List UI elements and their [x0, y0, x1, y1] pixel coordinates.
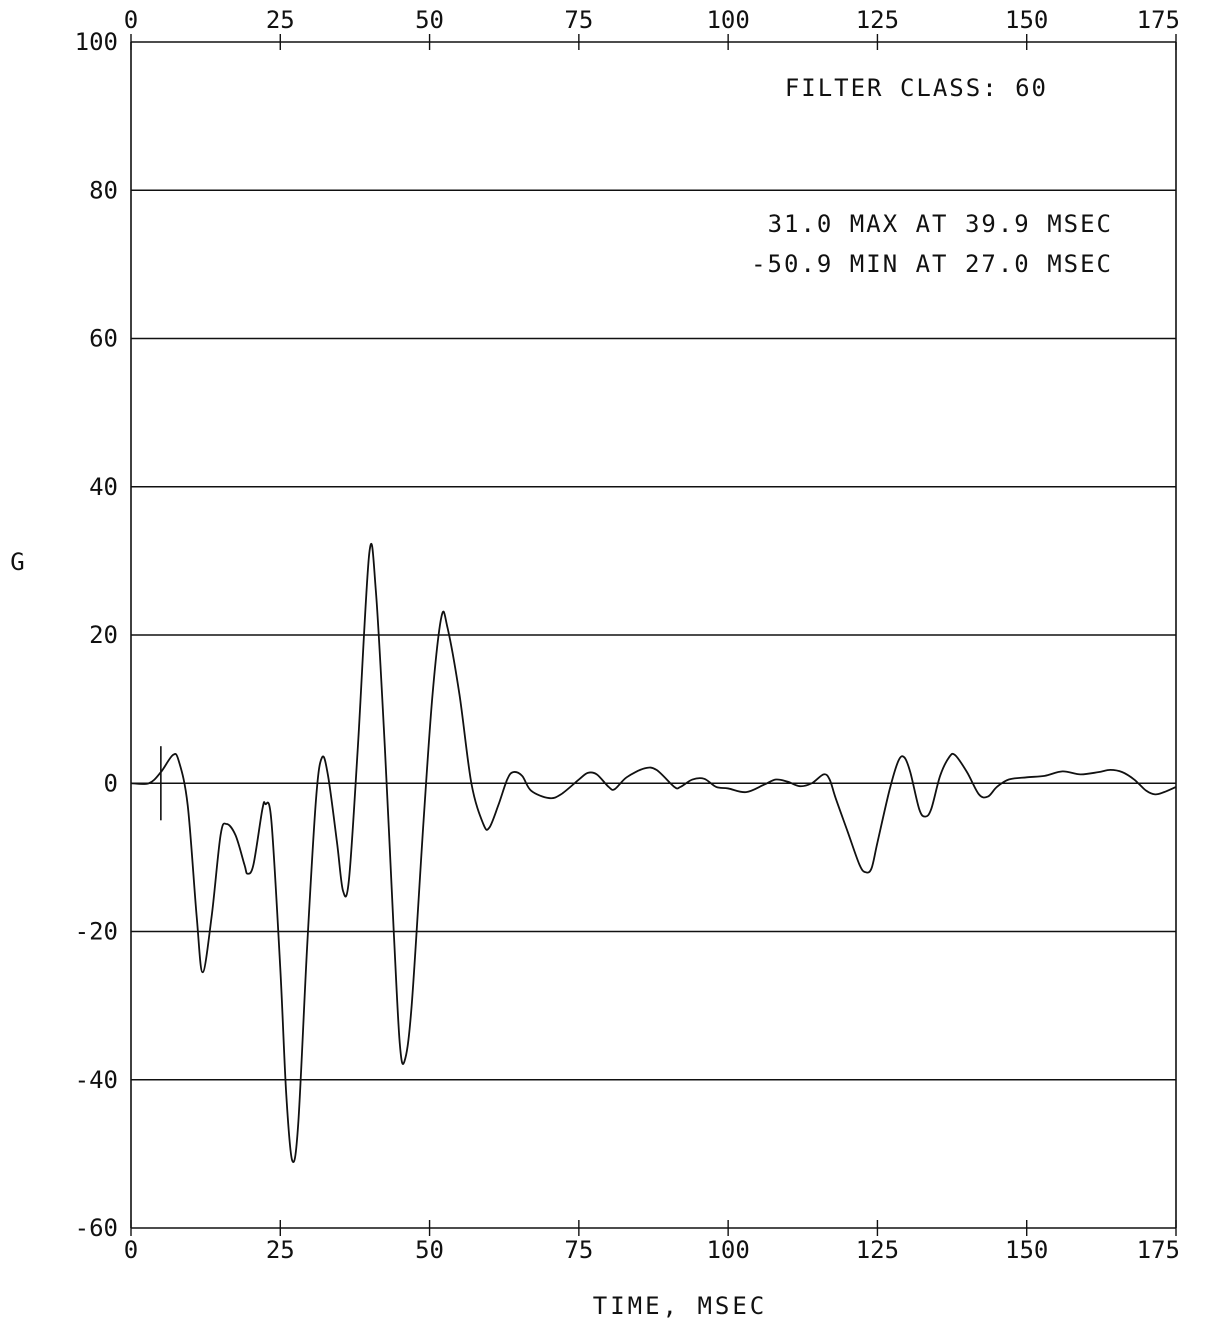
y-tick-label-0: 0 — [104, 769, 118, 797]
tick-labels: 0 0 25 25 50 50 75 75 100 100 125 125 150 150 175 175 -6… — [75, 6, 1180, 1264]
y-tick-label-100: 100 — [75, 28, 118, 56]
y-tick-label-60: 60 — [89, 325, 118, 353]
series-layer — [130, 543, 1177, 1163]
y-tick-label-80: 80 — [89, 176, 118, 204]
x-tick-label-bottom-0: 0 — [124, 1236, 138, 1264]
y-tick-label--60: -60 — [75, 1214, 118, 1242]
x-tick-label-top-50: 50 — [415, 6, 444, 34]
x-tick-label-bottom-175: 175 — [1137, 1236, 1180, 1264]
x-tick-label-top-75: 75 — [564, 6, 593, 34]
filter-class-annotation: FILTER CLASS: 60 — [785, 74, 1048, 102]
x-tick-label-bottom-75: 75 — [564, 1236, 593, 1264]
x-tick-label-bottom-25: 25 — [266, 1236, 295, 1264]
x-tick-label-top-125: 125 — [856, 6, 899, 34]
axes — [130, 34, 1177, 1236]
x-tick-label-top-0: 0 — [124, 6, 138, 34]
y-tick-label--20: -20 — [75, 918, 118, 946]
y-tick-label-40: 40 — [89, 473, 118, 501]
x-tick-label-bottom-150: 150 — [1005, 1236, 1048, 1264]
y-tick-label-20: 20 — [89, 621, 118, 649]
y-axis-label: G — [10, 548, 27, 576]
x-axis-label: TIME, MSEC — [593, 1292, 768, 1320]
x-tick-label-bottom-125: 125 — [856, 1236, 899, 1264]
x-tick-label-top-25: 25 — [266, 6, 295, 34]
x-tick-label-bottom-100: 100 — [706, 1236, 749, 1264]
min-annotation: -50.9 MIN AT 27.0 MSEC — [751, 250, 1113, 278]
grid-lines — [131, 41, 1176, 1229]
x-tick-label-bottom-50: 50 — [415, 1236, 444, 1264]
series-line-0 — [130, 543, 1177, 1163]
x-tick-label-top-100: 100 — [706, 6, 749, 34]
y-tick-label--40: -40 — [75, 1066, 118, 1094]
x-tick-label-top-150: 150 — [1005, 6, 1048, 34]
x-tick-label-top-175: 175 — [1137, 6, 1180, 34]
max-annotation: 31.0 MAX AT 39.9 MSEC — [768, 210, 1113, 238]
